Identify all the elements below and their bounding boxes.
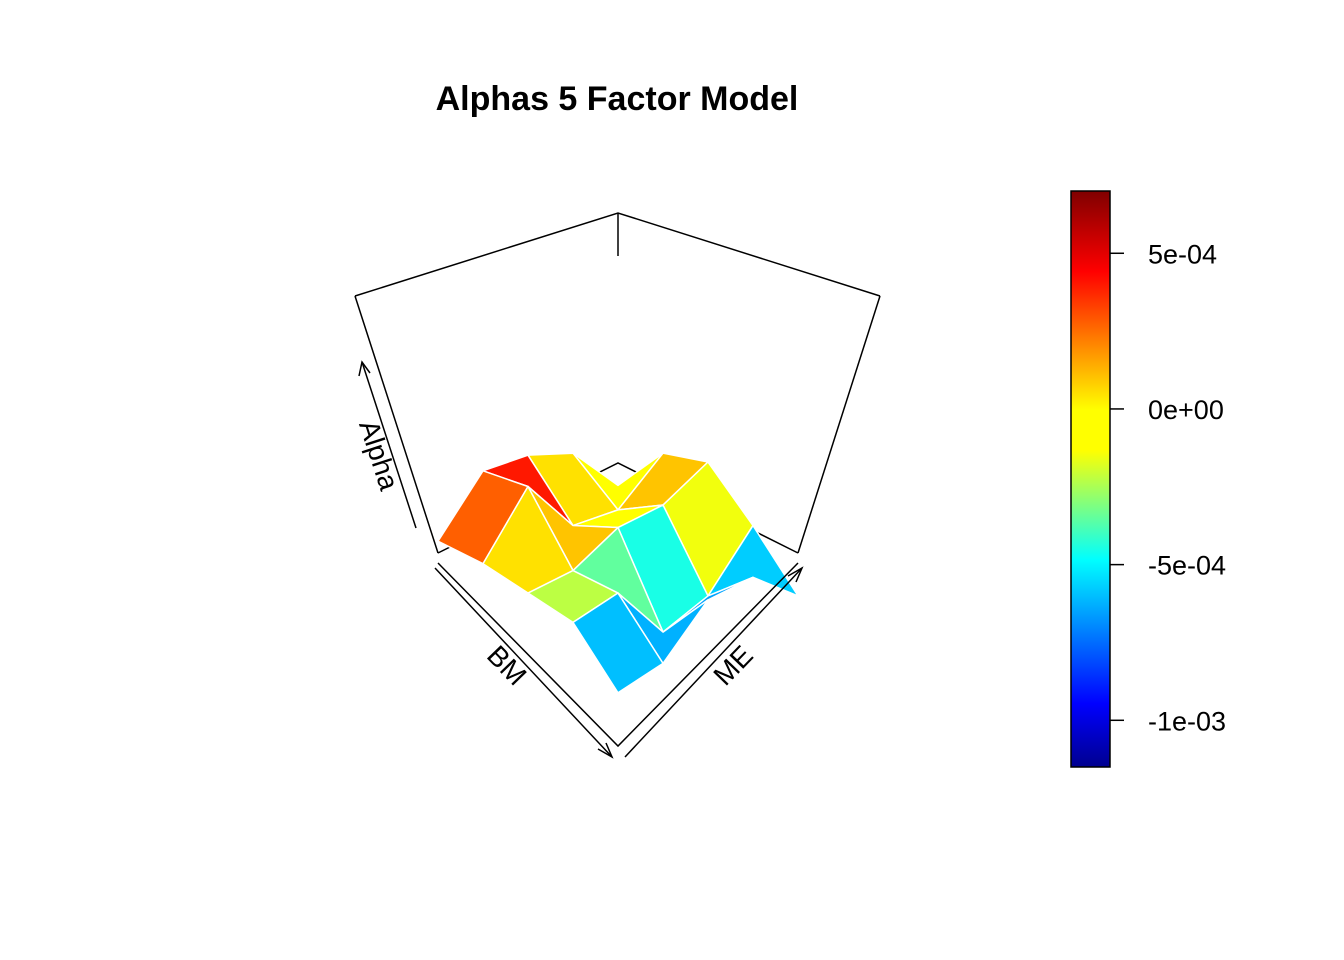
- bm-arrowhead: [597, 742, 614, 759]
- colorbar: [1070, 190, 1111, 768]
- box-floor-front-edges: [437, 562, 799, 748]
- axis-arrows: [358, 360, 804, 759]
- surface-facet-3-3: [572, 592, 664, 694]
- colorbar-ticks: 5e-04 0e+00 -5e-04 -1e-03: [1110, 239, 1226, 736]
- colorbar-tick-label: -1e-03: [1148, 706, 1226, 736]
- chart-title: Alphas 5 Factor Model: [436, 80, 799, 118]
- colorbar-tick-label: 0e+00: [1148, 395, 1224, 425]
- me-arrowhead: [787, 566, 804, 583]
- box-left-vertical-edge: [354, 295, 439, 554]
- colorbar-tick-label: -5e-04: [1148, 551, 1226, 581]
- me-axis-arrow: [624, 567, 803, 758]
- alpha-axis-arrow: [361, 361, 417, 529]
- colorbar-tick-label: 5e-04: [1148, 239, 1217, 269]
- alpha-arrowhead: [358, 360, 371, 377]
- bm-axis-arrow: [434, 567, 613, 758]
- box-right-vertical-edge: [797, 295, 881, 554]
- surface-facets: [437, 452, 799, 694]
- x-axis-label: BM: [481, 640, 532, 692]
